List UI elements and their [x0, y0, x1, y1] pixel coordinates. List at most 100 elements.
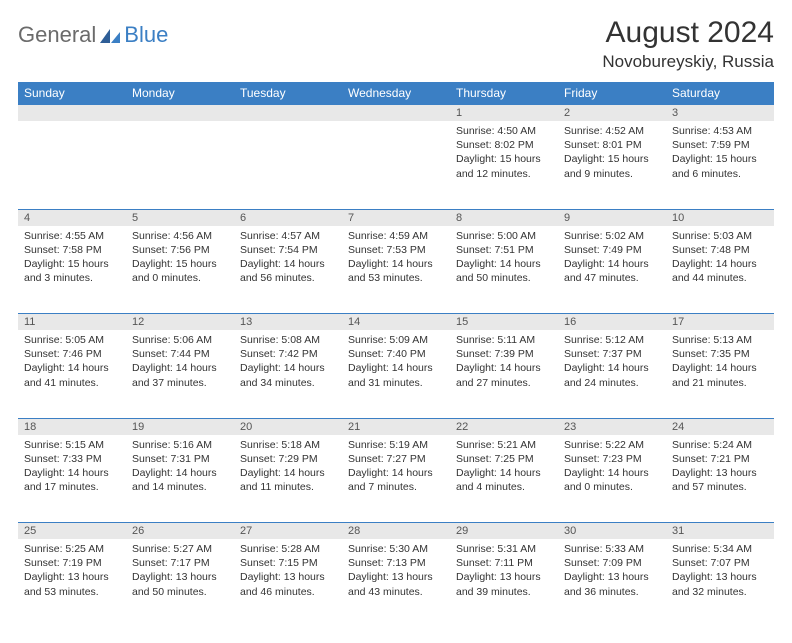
month-title: August 2024 [602, 16, 774, 50]
day-number-cell: 26 [126, 523, 234, 540]
daylight-line: Daylight: 14 hours and 24 minutes. [564, 361, 660, 389]
day-cell-body: Sunrise: 5:02 AMSunset: 7:49 PMDaylight:… [558, 226, 666, 290]
day-cell-body: Sunrise: 5:13 AMSunset: 7:35 PMDaylight:… [666, 330, 774, 394]
daylight-line: Daylight: 14 hours and 0 minutes. [564, 466, 660, 494]
sunrise-line: Sunrise: 5:00 AM [456, 229, 552, 243]
sunrise-line: Sunrise: 5:28 AM [240, 542, 336, 556]
daylight-line: Daylight: 14 hours and 34 minutes. [240, 361, 336, 389]
daylight-line: Daylight: 14 hours and 4 minutes. [456, 466, 552, 494]
sunset-line: Sunset: 7:31 PM [132, 452, 228, 466]
day-cell: Sunrise: 5:03 AMSunset: 7:48 PMDaylight:… [666, 226, 774, 314]
sunset-line: Sunset: 7:44 PM [132, 347, 228, 361]
day-number-cell: 11 [18, 314, 126, 331]
sunrise-line: Sunrise: 5:33 AM [564, 542, 660, 556]
sunset-line: Sunset: 7:54 PM [240, 243, 336, 257]
sunrise-line: Sunrise: 4:57 AM [240, 229, 336, 243]
day-number-cell [234, 105, 342, 122]
daylight-line: Daylight: 13 hours and 36 minutes. [564, 570, 660, 598]
day-cell [18, 121, 126, 209]
sunrise-line: Sunrise: 5:18 AM [240, 438, 336, 452]
sunset-line: Sunset: 7:33 PM [24, 452, 120, 466]
day-cell-body: Sunrise: 5:11 AMSunset: 7:39 PMDaylight:… [450, 330, 558, 394]
logo-sail-icon [100, 27, 122, 43]
daylight-line: Daylight: 13 hours and 43 minutes. [348, 570, 444, 598]
daylight-line: Daylight: 13 hours and 50 minutes. [132, 570, 228, 598]
sunset-line: Sunset: 7:42 PM [240, 347, 336, 361]
daylight-line: Daylight: 14 hours and 11 minutes. [240, 466, 336, 494]
week-row: Sunrise: 5:15 AMSunset: 7:33 PMDaylight:… [18, 435, 774, 523]
day-number-cell: 23 [558, 418, 666, 435]
sunrise-line: Sunrise: 5:05 AM [24, 333, 120, 347]
day-number-cell: 21 [342, 418, 450, 435]
day-cell-body: Sunrise: 5:12 AMSunset: 7:37 PMDaylight:… [558, 330, 666, 394]
daylight-line: Daylight: 15 hours and 6 minutes. [672, 152, 768, 180]
sunrise-line: Sunrise: 4:52 AM [564, 124, 660, 138]
daylight-line: Daylight: 14 hours and 27 minutes. [456, 361, 552, 389]
day-cell-body: Sunrise: 5:34 AMSunset: 7:07 PMDaylight:… [666, 539, 774, 603]
day-cell: Sunrise: 4:57 AMSunset: 7:54 PMDaylight:… [234, 226, 342, 314]
daylight-line: Daylight: 14 hours and 50 minutes. [456, 257, 552, 285]
day-number-cell: 8 [450, 209, 558, 226]
sunrise-line: Sunrise: 4:53 AM [672, 124, 768, 138]
sunset-line: Sunset: 7:17 PM [132, 556, 228, 570]
daylight-line: Daylight: 13 hours and 32 minutes. [672, 570, 768, 598]
sunrise-line: Sunrise: 4:56 AM [132, 229, 228, 243]
header: General Blue August 2024 Novobureyskiy, … [18, 16, 774, 72]
day-cell-body: Sunrise: 5:33 AMSunset: 7:09 PMDaylight:… [558, 539, 666, 603]
sunrise-line: Sunrise: 5:19 AM [348, 438, 444, 452]
sunset-line: Sunset: 7:53 PM [348, 243, 444, 257]
day-cell: Sunrise: 5:27 AMSunset: 7:17 PMDaylight:… [126, 539, 234, 627]
weekday-tuesday: Tuesday [234, 82, 342, 105]
day-cell-body: Sunrise: 5:19 AMSunset: 7:27 PMDaylight:… [342, 435, 450, 499]
sunset-line: Sunset: 7:39 PM [456, 347, 552, 361]
sunset-line: Sunset: 7:11 PM [456, 556, 552, 570]
day-cell: Sunrise: 5:33 AMSunset: 7:09 PMDaylight:… [558, 539, 666, 627]
day-cell: Sunrise: 5:22 AMSunset: 7:23 PMDaylight:… [558, 435, 666, 523]
day-number-cell [18, 105, 126, 122]
sunset-line: Sunset: 7:51 PM [456, 243, 552, 257]
day-cell: Sunrise: 5:09 AMSunset: 7:40 PMDaylight:… [342, 330, 450, 418]
day-cell: Sunrise: 5:08 AMSunset: 7:42 PMDaylight:… [234, 330, 342, 418]
weekday-thursday: Thursday [450, 82, 558, 105]
day-cell-body: Sunrise: 5:03 AMSunset: 7:48 PMDaylight:… [666, 226, 774, 290]
day-cell: Sunrise: 5:24 AMSunset: 7:21 PMDaylight:… [666, 435, 774, 523]
weekday-wednesday: Wednesday [342, 82, 450, 105]
day-cell: Sunrise: 5:05 AMSunset: 7:46 PMDaylight:… [18, 330, 126, 418]
daylight-line: Daylight: 14 hours and 41 minutes. [24, 361, 120, 389]
day-number-cell: 9 [558, 209, 666, 226]
day-cell-body: Sunrise: 5:22 AMSunset: 7:23 PMDaylight:… [558, 435, 666, 499]
daylight-line: Daylight: 13 hours and 46 minutes. [240, 570, 336, 598]
sunset-line: Sunset: 7:09 PM [564, 556, 660, 570]
day-cell: Sunrise: 4:50 AMSunset: 8:02 PMDaylight:… [450, 121, 558, 209]
calendar-table: Sunday Monday Tuesday Wednesday Thursday… [18, 82, 774, 627]
daylight-line: Daylight: 14 hours and 44 minutes. [672, 257, 768, 285]
daylight-line: Daylight: 14 hours and 17 minutes. [24, 466, 120, 494]
day-number-cell: 28 [342, 523, 450, 540]
daylight-line: Daylight: 13 hours and 39 minutes. [456, 570, 552, 598]
day-number-cell: 30 [558, 523, 666, 540]
weekday-header-row: Sunday Monday Tuesday Wednesday Thursday… [18, 82, 774, 105]
weekday-saturday: Saturday [666, 82, 774, 105]
day-cell-body: Sunrise: 5:09 AMSunset: 7:40 PMDaylight:… [342, 330, 450, 394]
day-cell: Sunrise: 5:28 AMSunset: 7:15 PMDaylight:… [234, 539, 342, 627]
calendar-page: General Blue August 2024 Novobureyskiy, … [0, 0, 792, 643]
sunrise-line: Sunrise: 5:34 AM [672, 542, 768, 556]
daylight-line: Daylight: 14 hours and 53 minutes. [348, 257, 444, 285]
sunrise-line: Sunrise: 5:15 AM [24, 438, 120, 452]
sunset-line: Sunset: 7:58 PM [24, 243, 120, 257]
sunrise-line: Sunrise: 5:21 AM [456, 438, 552, 452]
day-cell-body: Sunrise: 5:30 AMSunset: 7:13 PMDaylight:… [342, 539, 450, 603]
day-cell [342, 121, 450, 209]
day-cell-body: Sunrise: 5:28 AMSunset: 7:15 PMDaylight:… [234, 539, 342, 603]
daylight-line: Daylight: 15 hours and 12 minutes. [456, 152, 552, 180]
day-number-cell: 1 [450, 105, 558, 122]
day-cell: Sunrise: 4:55 AMSunset: 7:58 PMDaylight:… [18, 226, 126, 314]
sunrise-line: Sunrise: 5:30 AM [348, 542, 444, 556]
sunset-line: Sunset: 7:13 PM [348, 556, 444, 570]
day-cell: Sunrise: 4:56 AMSunset: 7:56 PMDaylight:… [126, 226, 234, 314]
day-cell-body: Sunrise: 5:06 AMSunset: 7:44 PMDaylight:… [126, 330, 234, 394]
sunset-line: Sunset: 7:35 PM [672, 347, 768, 361]
weekday-sunday: Sunday [18, 82, 126, 105]
day-number-cell: 13 [234, 314, 342, 331]
daynum-row: 123 [18, 105, 774, 122]
